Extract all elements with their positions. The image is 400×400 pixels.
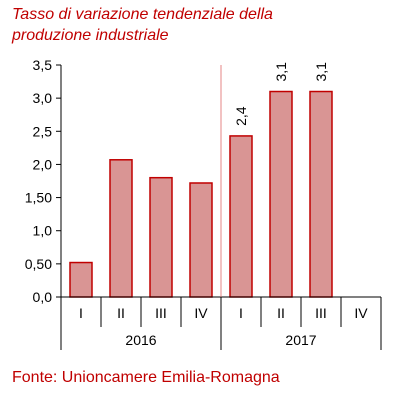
y-tick-label: 1,50 — [25, 190, 52, 206]
x-tick-label: I — [239, 305, 243, 321]
bar — [109, 159, 133, 298]
x-tick-label: IV — [354, 305, 368, 321]
x-tick-label: III — [155, 305, 167, 321]
data-label: 2,4 — [233, 106, 249, 126]
x-tick-label: I — [79, 305, 83, 321]
x-tick-label: II — [117, 305, 125, 321]
bar — [269, 90, 293, 298]
group-label: 2016 — [125, 332, 156, 348]
chart-title-line-1: Tasso di variazione tendenziale della — [12, 6, 273, 23]
chart-title-line-2: produzione industriale — [12, 27, 169, 44]
bar — [309, 90, 333, 298]
chart-title: Tasso di variazione tendenziale della pr… — [12, 4, 392, 46]
bar — [229, 135, 253, 298]
group-label: 2017 — [285, 332, 316, 348]
y-tick-label: 2,5 — [33, 123, 53, 139]
y-tick-label: 3,5 — [33, 57, 53, 73]
y-tick-label: 3,0 — [33, 90, 53, 106]
bar — [189, 182, 213, 298]
source-note: Fonte: Unioncamere Emilia-Romagna — [12, 369, 280, 386]
y-tick-label: 0,50 — [25, 256, 52, 272]
x-tick-label: III — [315, 305, 327, 321]
y-tick-label: 1,0 — [33, 223, 53, 239]
y-tick-label: 0,0 — [33, 289, 53, 305]
x-tick-label: IV — [194, 305, 208, 321]
y-tick-label: 2,0 — [33, 156, 53, 172]
data-label: 3,1 — [313, 62, 329, 82]
bar — [149, 176, 173, 298]
bar — [69, 261, 93, 298]
x-tick-label: II — [277, 305, 285, 321]
data-label: 3,1 — [273, 62, 289, 82]
